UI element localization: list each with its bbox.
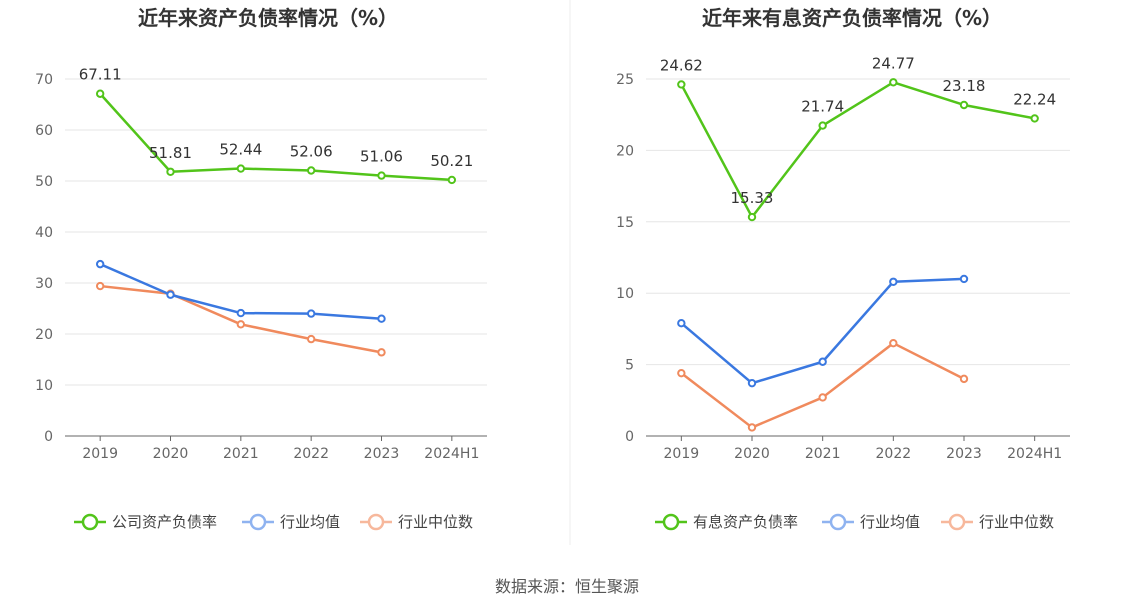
chart-title: 近年来有息资产负债率情况（%） <box>702 6 1002 30</box>
data-label: 23.18 <box>943 77 986 95</box>
y-tick-label: 50 <box>35 174 53 190</box>
data-point <box>747 378 757 388</box>
x-tick-label: 2022 <box>876 446 912 462</box>
data-point <box>95 89 105 98</box>
data-point <box>889 78 898 87</box>
series-line-industry-median <box>680 341 965 429</box>
data-point <box>377 314 386 323</box>
data-point <box>236 308 246 318</box>
legend-marker <box>948 513 966 531</box>
data-label: 21.74 <box>801 98 844 116</box>
legend-marker <box>367 513 385 531</box>
y-tick-label: 20 <box>35 327 53 343</box>
y-tick-label: 40 <box>35 225 53 241</box>
data-label: 50.21 <box>430 152 473 170</box>
series-line-company <box>680 81 1035 219</box>
data-label: 15.33 <box>731 189 774 207</box>
data-point <box>236 164 246 173</box>
y-tick-label: 60 <box>35 123 53 139</box>
series-line-industry-median <box>100 284 382 354</box>
data-point <box>306 334 316 344</box>
y-tick-label: 70 <box>35 72 53 88</box>
data-point <box>1030 114 1039 123</box>
series-line-company <box>99 92 452 182</box>
x-tick-label: 2019 <box>82 446 118 462</box>
x-tick-label: 2020 <box>734 446 770 462</box>
data-label: 51.06 <box>360 148 403 166</box>
x-tick-label: 2019 <box>664 446 700 462</box>
legend-label: 行业中位数 <box>398 513 473 531</box>
data-point <box>959 100 969 110</box>
legend-label: 公司资产负债率 <box>112 513 217 531</box>
x-tick-label: 2023 <box>946 446 982 462</box>
y-tick-label: 0 <box>44 429 53 445</box>
legend-marker <box>829 513 847 531</box>
legend-label: 行业中位数 <box>979 513 1054 531</box>
data-point <box>677 368 686 378</box>
data-point <box>959 374 969 384</box>
data-point <box>747 423 757 432</box>
data-point <box>166 290 175 299</box>
legend-label: 有息资产负债率 <box>693 513 798 531</box>
series-line-industry-mean <box>680 277 965 385</box>
x-tick-label: 2024H1 <box>424 446 479 462</box>
data-label: 22.24 <box>1013 90 1056 108</box>
x-tick-label: 2024H1 <box>1007 446 1062 462</box>
legend-marker <box>249 513 267 531</box>
legend-label: 行业均值 <box>280 513 340 531</box>
x-tick-label: 2021 <box>223 446 259 462</box>
data-label: 24.77 <box>872 54 915 72</box>
y-tick-label: 10 <box>35 378 53 394</box>
data-point <box>747 212 757 222</box>
data-point <box>236 320 246 329</box>
chart-panel-2: 近年来有息资产负债率情况（%） 0 5 10 15 20 25 2019 2020 2021 202… <box>616 6 1070 531</box>
y-tick-label: 30 <box>35 276 53 292</box>
data-point <box>447 175 457 185</box>
data-point <box>818 121 827 130</box>
data-label: 51.81 <box>149 144 192 162</box>
data-point <box>889 277 898 286</box>
legend-label: 行业均值 <box>860 513 920 531</box>
data-point <box>959 274 969 284</box>
data-point <box>306 309 316 318</box>
data-label: 52.44 <box>219 141 262 159</box>
data-point <box>818 393 827 402</box>
data-point <box>306 166 316 175</box>
chart-title: 近年来资产负债率情况（%） <box>138 6 398 30</box>
data-point <box>377 348 386 357</box>
data-label: 24.62 <box>660 56 703 74</box>
data-point <box>95 281 105 291</box>
x-tick-label: 2021 <box>805 446 841 462</box>
data-point <box>677 318 686 328</box>
data-label: 67.11 <box>79 66 122 84</box>
data-point <box>377 171 386 180</box>
legend-marker <box>81 513 99 531</box>
x-tick-label: 2020 <box>153 446 189 462</box>
data-point <box>166 167 175 176</box>
y-tick-label: 25 <box>616 72 634 88</box>
y-tick-label: 10 <box>616 286 634 302</box>
x-tick-label: 2023 <box>364 446 400 462</box>
legend-marker <box>662 513 680 531</box>
data-point <box>677 80 686 89</box>
y-tick-label: 20 <box>616 143 634 159</box>
y-tick-label: 0 <box>625 429 634 445</box>
data-point <box>95 259 105 269</box>
chart-panel-1: 近年来资产负债率情况（%） 0 10 20 30 40 50 60 70 2019 2020 2021… <box>35 6 487 531</box>
data-label: 52.06 <box>290 142 333 160</box>
x-tick-label: 2022 <box>293 446 329 462</box>
data-point <box>889 338 898 348</box>
y-tick-label: 5 <box>625 358 634 374</box>
data-source-note: 数据来源：恒生聚源 <box>495 577 639 596</box>
y-tick-label: 15 <box>616 215 634 231</box>
data-point <box>818 357 827 366</box>
